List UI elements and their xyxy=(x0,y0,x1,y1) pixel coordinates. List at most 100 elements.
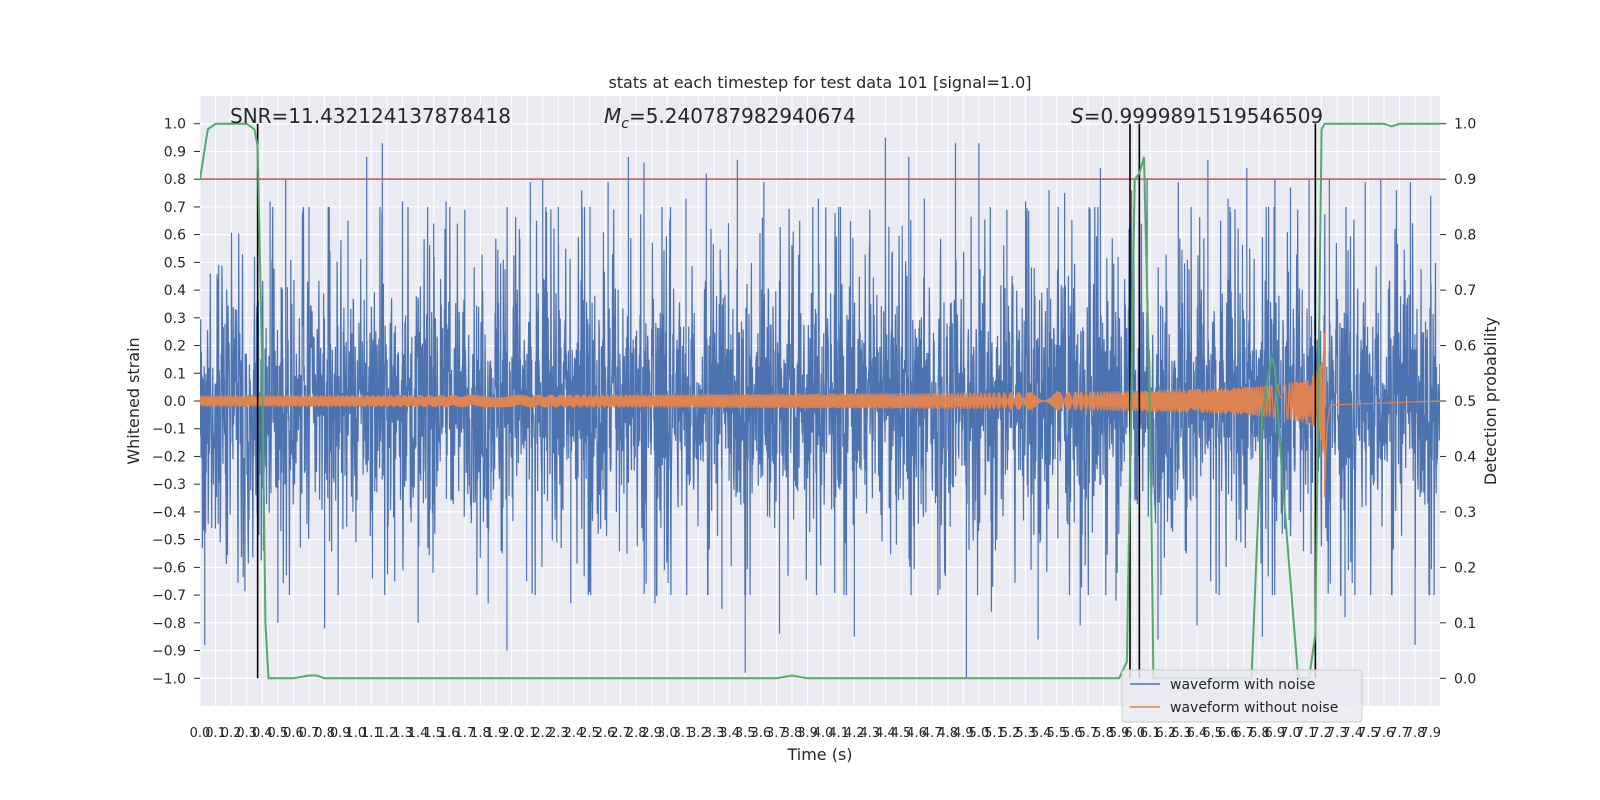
y-tick-label: −1.0 xyxy=(152,671,186,687)
chirp-mass-value: =5.240787982940674 xyxy=(629,104,856,128)
y-tick-label: −0.5 xyxy=(152,533,186,549)
y2-axis-label: Detection probability xyxy=(1481,317,1500,485)
x-tick-label: 6.9 xyxy=(1265,726,1286,741)
chirp-mass-annotation: Mc=5.240787982940674 xyxy=(604,104,856,132)
x-axis-ticks: 0.00.10.20.30.40.50.60.70.80.91.01.11.21… xyxy=(190,726,1441,741)
y2-tick-label: 0.9 xyxy=(1454,172,1476,188)
y-tick-label: 0.1 xyxy=(164,366,186,382)
y-tick-label: −0.4 xyxy=(152,505,186,521)
y2-tick-label: 0.4 xyxy=(1454,449,1476,465)
y-axis-label: Whitened strain xyxy=(124,337,143,464)
x-tick-label: 6.1 xyxy=(1140,726,1161,741)
x-tick-label: 7.3 xyxy=(1327,726,1348,741)
x-tick-label: 0.7 xyxy=(299,726,320,741)
y2-axis-ticks: 0.0 0.1 0.2 0.3 0.4 0.5 0.6 0.7 0.8 0.9 1.0 xyxy=(1440,117,1476,687)
score-annotation: S=0.9999891519546509 xyxy=(1071,104,1323,128)
y-tick-label: 0.6 xyxy=(164,228,186,244)
x-tick-label: 7.6 xyxy=(1374,726,1395,741)
x-tick-label: 0.9 xyxy=(330,726,351,741)
x-tick-label: 0.3 xyxy=(236,726,257,741)
y-tick-label: 0.9 xyxy=(164,144,186,160)
x-tick-label: 0.8 xyxy=(314,726,335,741)
x-tick-label: 1.4 xyxy=(408,726,429,741)
x-tick-label: 2.5 xyxy=(579,726,600,741)
x-tick-label: 5.3 xyxy=(1015,726,1036,741)
y2-tick-label: 1.0 xyxy=(1454,117,1476,133)
y-tick-label: 0.3 xyxy=(164,311,186,327)
x-tick-label: 6.3 xyxy=(1171,726,1192,741)
x-tick-label: 7.1 xyxy=(1296,726,1317,741)
x-tick-label: 3.2 xyxy=(688,726,709,741)
x-tick-label: 2.6 xyxy=(595,726,616,741)
y2-tick-label: 0.1 xyxy=(1454,616,1476,632)
y-tick-label: −0.3 xyxy=(152,477,186,493)
clean-waveform-line xyxy=(200,332,1440,498)
chirp-mass-subscript: c xyxy=(621,116,629,132)
x-tick-label: 2.9 xyxy=(641,726,662,741)
x-tick-label: 2.3 xyxy=(548,726,569,741)
x-tick-label: 7.9 xyxy=(1420,726,1441,741)
y-tick-label: 0.2 xyxy=(164,339,186,355)
x-tick-label: 1.1 xyxy=(361,726,382,741)
y2-tick-label: 0.2 xyxy=(1454,560,1476,576)
x-tick-label: 1.6 xyxy=(439,726,460,741)
y2-tick-label: 0.5 xyxy=(1454,394,1476,410)
x-tick-label: 5.0 xyxy=(969,726,990,741)
x-axis-label: Time (s) xyxy=(786,745,852,764)
x-tick-label: 4.6 xyxy=(906,726,927,741)
y-tick-label: −0.1 xyxy=(152,422,186,438)
x-tick-label: 7.0 xyxy=(1280,726,1301,741)
x-tick-label: 5.5 xyxy=(1046,726,1067,741)
x-tick-label: 1.8 xyxy=(470,726,491,741)
x-tick-label: 3.6 xyxy=(750,726,771,741)
x-tick-label: 2.8 xyxy=(626,726,647,741)
x-tick-label: 6.7 xyxy=(1233,726,1254,741)
x-tick-label: 2.2 xyxy=(532,726,553,741)
legend-label-clean: waveform without noise xyxy=(1170,700,1338,716)
x-tick-label: 6.6 xyxy=(1218,726,1239,741)
x-tick-label: 0.2 xyxy=(221,726,242,741)
y-tick-label: 0.0 xyxy=(164,394,186,410)
x-tick-label: 6.2 xyxy=(1155,726,1176,741)
chirp-mass-symbol: M xyxy=(604,104,621,128)
score-value: =0.9999891519546509 xyxy=(1084,104,1323,128)
x-tick-label: 5.8 xyxy=(1093,726,1114,741)
x-tick-label: 4.4 xyxy=(875,726,896,741)
x-tick-label: 5.6 xyxy=(1062,726,1083,741)
y2-tick-label: 0.3 xyxy=(1454,505,1476,521)
x-tick-label: 1.0 xyxy=(345,726,366,741)
x-tick-label: 2.0 xyxy=(501,726,522,741)
legend-box xyxy=(1121,669,1363,723)
x-tick-label: 6.5 xyxy=(1202,726,1223,741)
legend-label-noise: waveform with noise xyxy=(1170,677,1315,693)
x-tick-label: 7.2 xyxy=(1311,726,1332,741)
y-tick-label: −0.8 xyxy=(152,616,186,632)
x-tick-label: 7.8 xyxy=(1405,726,1426,741)
x-tick-label: 1.7 xyxy=(454,726,475,741)
x-tick-label: 5.2 xyxy=(1000,726,1021,741)
x-tick-label: 4.7 xyxy=(922,726,943,741)
x-tick-label: 0.4 xyxy=(252,726,273,741)
y2-tick-label: 0.0 xyxy=(1454,671,1476,687)
x-tick-label: 1.3 xyxy=(392,726,413,741)
x-tick-label: 7.4 xyxy=(1342,726,1363,741)
x-tick-label: 3.4 xyxy=(719,726,740,741)
noisy-waveform-line xyxy=(200,137,1440,679)
y-tick-label: 0.4 xyxy=(164,283,186,299)
y-tick-label: −0.9 xyxy=(152,644,186,660)
x-tick-label: 4.9 xyxy=(953,726,974,741)
x-tick-label: 5.7 xyxy=(1078,726,1099,741)
x-tick-label: 4.1 xyxy=(828,726,849,741)
y2-tick-label: 0.8 xyxy=(1454,228,1476,244)
x-tick-label: 4.0 xyxy=(813,726,834,741)
x-tick-label: 3.9 xyxy=(797,726,818,741)
x-tick-label: 0.5 xyxy=(268,726,289,741)
x-tick-label: 4.8 xyxy=(937,726,958,741)
y-tick-label: 0.7 xyxy=(164,200,186,216)
x-tick-label: 0.0 xyxy=(190,726,211,741)
x-tick-label: 1.2 xyxy=(377,726,398,741)
x-tick-label: 6.0 xyxy=(1124,726,1145,741)
x-tick-label: 3.0 xyxy=(657,726,678,741)
x-tick-label: 3.8 xyxy=(782,726,803,741)
x-tick-label: 2.1 xyxy=(517,726,538,741)
